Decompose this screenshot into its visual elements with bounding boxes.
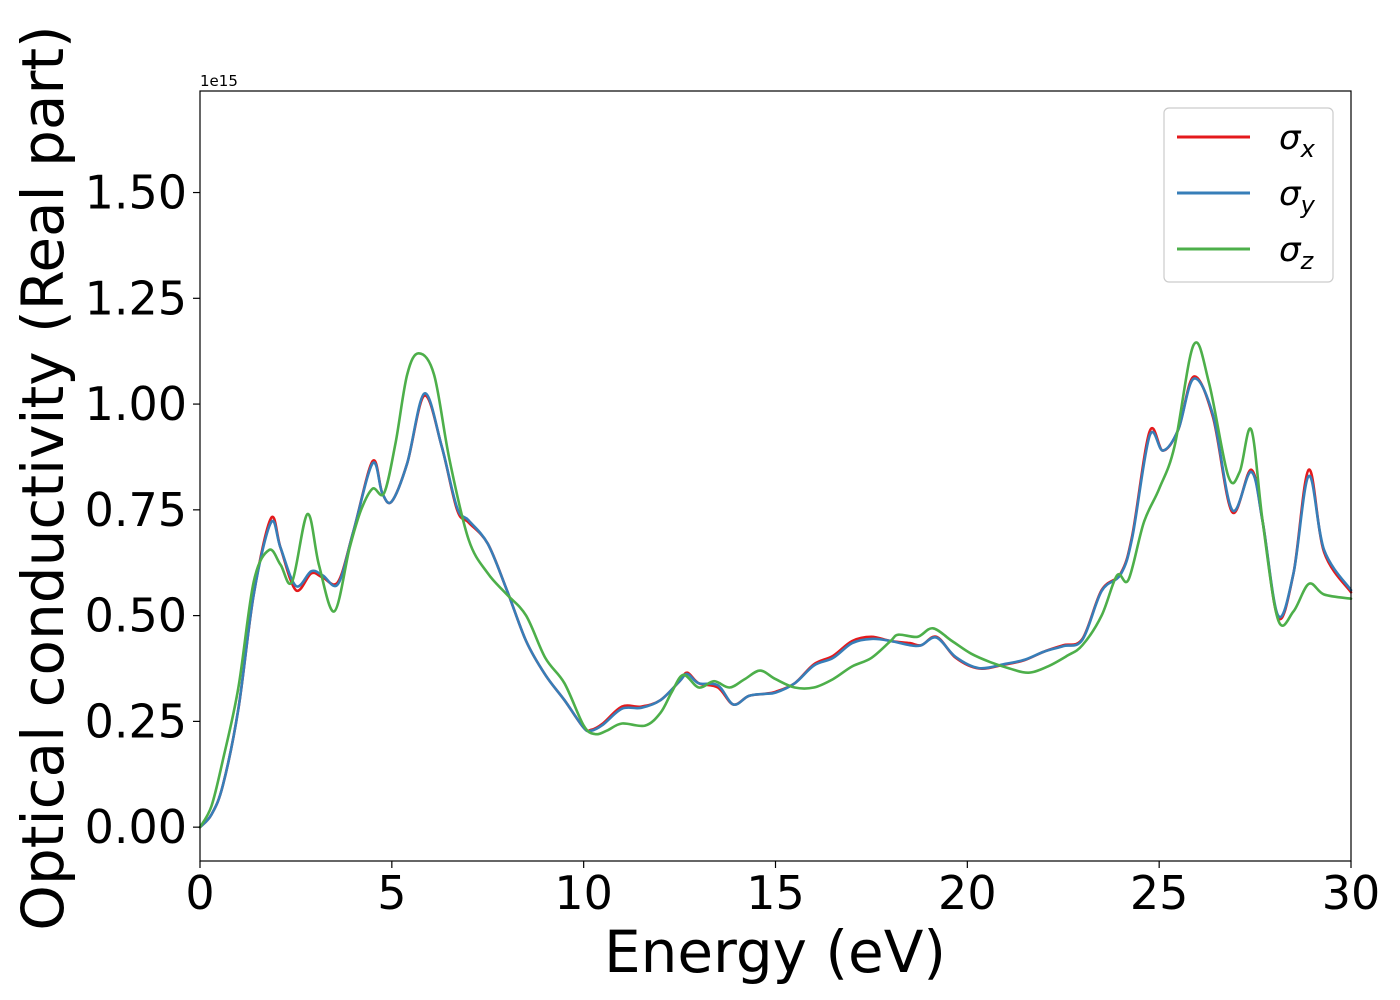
- legend-box: [1163, 107, 1334, 283]
- y-axis: 0.00 0.25 0.50 0.75 1.00 1.25 1.50: [85, 166, 200, 854]
- x-tick-label: 15: [746, 866, 805, 920]
- x-tick-label: 5: [377, 866, 406, 920]
- y-tick-label: 0.00: [85, 800, 187, 854]
- x-tick-label: 0: [185, 866, 214, 920]
- x-tick-label: 10: [554, 866, 613, 920]
- y-tick-label: 0.25: [85, 694, 187, 748]
- x-tick-label: 25: [1130, 866, 1189, 920]
- y-tick-label: 1.25: [85, 271, 187, 325]
- x-tick-label: 20: [938, 866, 997, 920]
- plot-series: [198, 341, 1353, 829]
- x-axis-title: Energy (eV): [604, 918, 946, 986]
- y-tick-label: 0.75: [85, 483, 187, 537]
- y-offset-label: 1e15: [200, 72, 238, 90]
- y-tick-label: 0.50: [85, 589, 187, 643]
- y-tick-label: 1.00: [85, 377, 187, 431]
- y-axis-title: Optical conductivity (Real part): [9, 25, 77, 930]
- x-tick-label: 30: [1322, 866, 1381, 920]
- x-axis: 0 5 10 15 20 25 30: [185, 861, 1380, 920]
- series-line-z: [198, 341, 1353, 829]
- y-tick-label: 1.50: [85, 166, 187, 220]
- series-line-y: [198, 377, 1353, 829]
